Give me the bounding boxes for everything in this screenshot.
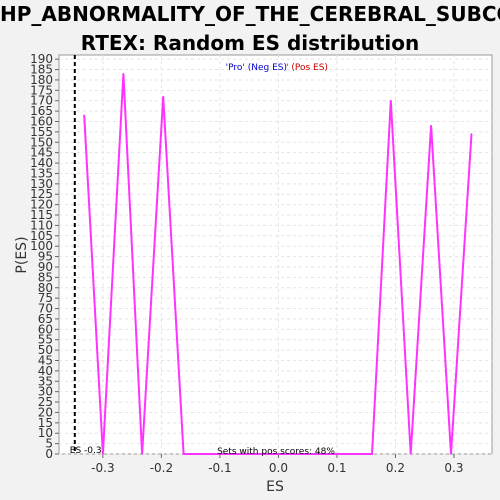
x-tick-label: 0.3 xyxy=(444,461,463,475)
y-tick-label: 80 xyxy=(38,281,53,295)
y-tick-label: 115 xyxy=(30,208,53,222)
series-point xyxy=(430,124,432,127)
y-tick-label: 20 xyxy=(38,405,53,419)
y-tick-label: 15 xyxy=(38,416,53,430)
y-tick-label: 40 xyxy=(38,364,53,378)
plot-area xyxy=(58,54,493,455)
y-tick-label: 65 xyxy=(38,312,53,326)
series-point xyxy=(102,453,104,455)
y-tick-label: 160 xyxy=(30,115,53,129)
series-point xyxy=(182,453,185,455)
series-point xyxy=(470,133,473,135)
y-tick-label: 75 xyxy=(38,291,53,305)
series-point xyxy=(389,99,392,102)
legend-neg-label: 'Pro' (Neg ES) xyxy=(226,63,287,73)
y-tick-label: 55 xyxy=(38,333,53,347)
y-tick-label: 105 xyxy=(30,229,53,243)
grid xyxy=(59,55,492,455)
annotation-layer: ES -0.3 xyxy=(70,55,102,456)
y-tick-label: 50 xyxy=(38,343,53,357)
series-layer xyxy=(83,72,473,455)
y-tick-label: 5 xyxy=(45,437,53,451)
y-tick-label: 145 xyxy=(30,146,53,160)
x-tick-label: -0.2 xyxy=(150,461,173,475)
y-tick-label: 60 xyxy=(38,322,53,336)
chart-title: HP_ABNORMALITY_OF_THE_CEREBRAL_SUBCO RTE… xyxy=(0,0,500,58)
y-tick-label: 95 xyxy=(38,250,53,264)
chart-title-line-1: HP_ABNORMALITY_OF_THE_CEREBRAL_SUBCO xyxy=(0,2,500,26)
y-tick-label: 90 xyxy=(38,260,53,274)
y-tick-label: 135 xyxy=(30,166,53,180)
y-tick-label: 180 xyxy=(30,73,53,87)
y-tick-label: 120 xyxy=(30,198,53,212)
series-point xyxy=(162,95,164,98)
y-tick-label: 25 xyxy=(38,395,53,409)
series-point xyxy=(450,453,452,455)
series-point xyxy=(122,72,125,75)
y-tick-label: 10 xyxy=(38,426,53,440)
y-tick-label: 0 xyxy=(45,447,53,461)
series-point xyxy=(83,114,85,117)
y-tick-label: 110 xyxy=(30,218,53,232)
y-tick-label: 45 xyxy=(38,353,53,367)
x-tick-label: -0.1 xyxy=(208,461,231,475)
y-tick-label: 100 xyxy=(30,239,53,253)
footer-text: Sets with pos scores: 48% xyxy=(217,447,335,457)
x-tick-label: 0.0 xyxy=(269,461,288,475)
chart-title-line-2: RTEX: Random ES distribution xyxy=(80,31,420,55)
y-tick-label: 125 xyxy=(30,187,53,201)
x-tick-label: 0.2 xyxy=(386,461,405,475)
x-tick-label: 0.1 xyxy=(327,461,346,475)
y-tick-label: 155 xyxy=(30,125,53,139)
axes: 0510152025303540455055606570758085909510… xyxy=(30,52,463,475)
y-tick-label: 85 xyxy=(38,270,53,284)
y-axis-label: P(ES) xyxy=(14,236,30,273)
y-tick-label: 185 xyxy=(30,63,53,77)
y-tick-label: 190 xyxy=(30,52,53,66)
series-point xyxy=(371,453,373,455)
y-tick-label: 165 xyxy=(30,104,53,118)
y-tick-label: 170 xyxy=(30,94,53,108)
series-point xyxy=(141,453,143,455)
y-tick-label: 35 xyxy=(38,374,53,388)
y-tick-label: 140 xyxy=(30,156,53,170)
x-axis-label: ES xyxy=(266,479,284,495)
y-tick-label: 130 xyxy=(30,177,53,191)
series-point xyxy=(409,453,412,455)
y-tick-label: 150 xyxy=(30,135,53,149)
y-tick-label: 175 xyxy=(30,83,53,97)
y-tick-label: 70 xyxy=(38,302,53,316)
series-line xyxy=(83,73,473,455)
x-tick-label: -0.3 xyxy=(91,461,114,475)
legend-pos-label: ' (Pos ES) xyxy=(286,63,328,73)
observed-es-label: ES -0.3 xyxy=(70,446,102,456)
y-tick-label: 30 xyxy=(38,385,53,399)
